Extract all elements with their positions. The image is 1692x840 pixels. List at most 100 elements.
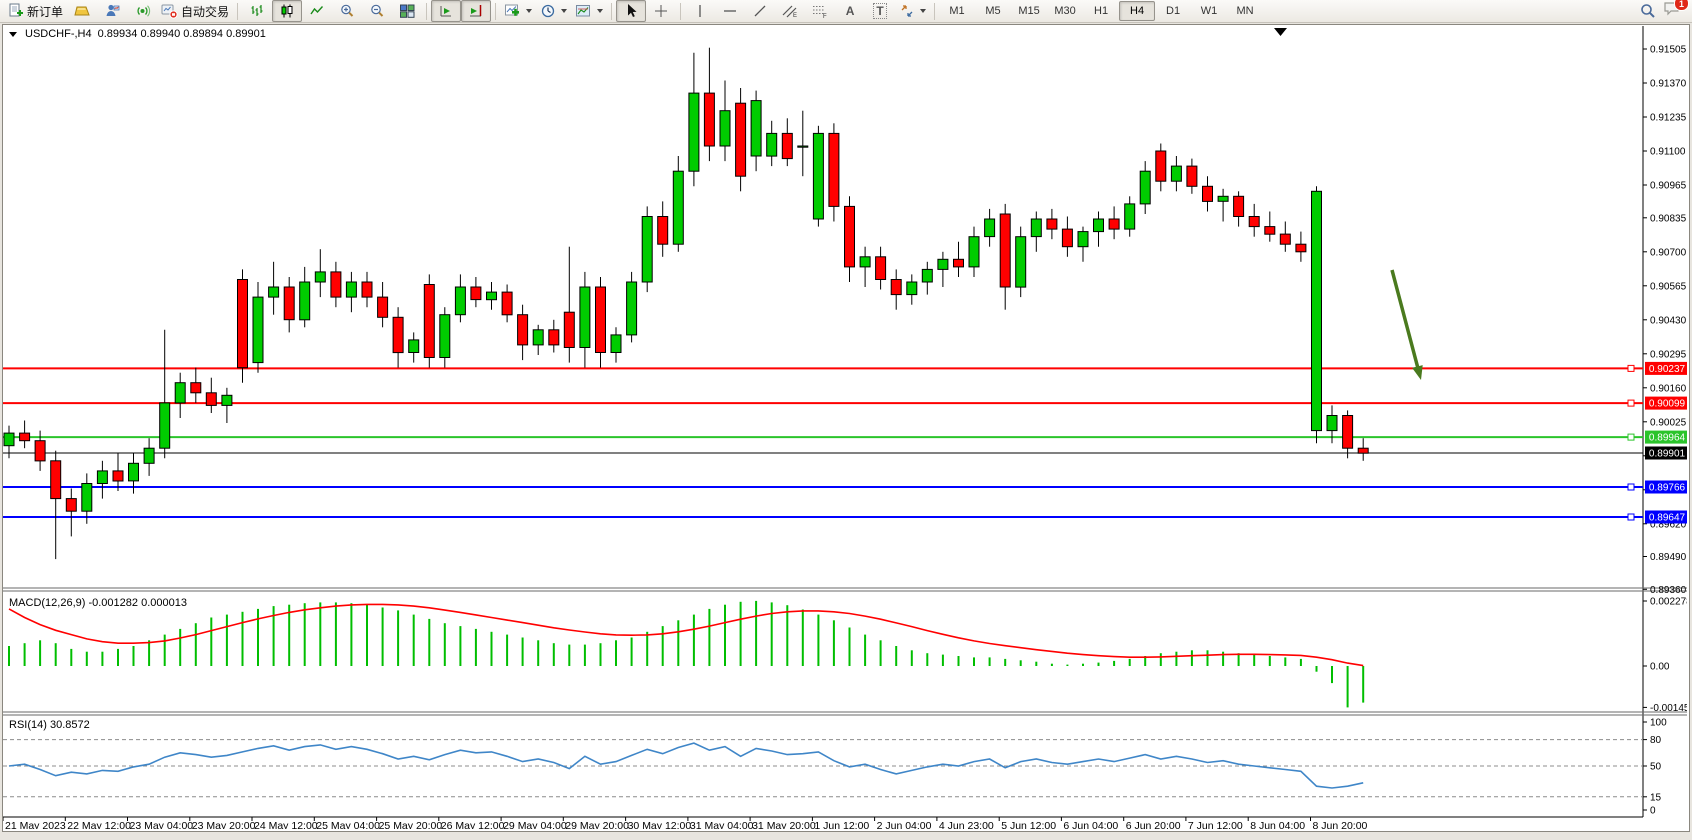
profiles-button[interactable] [67, 0, 97, 22]
equidistant-channel-icon: E [782, 5, 797, 19]
svg-text:0.89490: 0.89490 [1650, 552, 1687, 563]
crosshair-tool-button[interactable] [646, 0, 676, 22]
candle [1248, 216, 1260, 228]
trendline-icon [754, 5, 766, 17]
symbol-dropdown-icon[interactable] [9, 31, 17, 37]
channel-tool-button[interactable]: E [775, 0, 805, 22]
svg-text:0.89964: 0.89964 [1649, 433, 1686, 444]
line-chart-button[interactable] [302, 0, 332, 22]
notification-badge[interactable]: 1 [1674, 0, 1689, 11]
text-tool-label: A [845, 4, 855, 18]
candle [517, 314, 529, 346]
indicators-button[interactable] [500, 0, 536, 22]
timeframe-m1-button[interactable]: M1 [949, 5, 965, 17]
candle [408, 339, 420, 353]
templates-dropdown-caret[interactable] [597, 9, 604, 13]
timeframe-m15-button[interactable]: M15 [1018, 5, 1040, 17]
candlestick-chart-button[interactable] [272, 0, 303, 22]
timeframe-m5-button[interactable]: M5 [985, 5, 1001, 17]
bar-chart-button[interactable] [242, 0, 272, 22]
indicators-dropdown-caret[interactable] [526, 9, 533, 13]
rsi-axis[interactable]: 100 80 50 15 0 [1643, 718, 1667, 817]
trendline-tool-button[interactable] [745, 0, 775, 22]
vertical-line-tool-button[interactable] [685, 0, 715, 22]
timeframe-m30-button[interactable]: M30 [1054, 5, 1076, 17]
auto-scroll-icon [440, 6, 452, 17]
new-order-button[interactable]: 新订单 [4, 0, 67, 22]
sell-arrow-annotation[interactable] [1390, 269, 1423, 380]
svg-text:22 May 12:00: 22 May 12:00 [67, 820, 131, 829]
timeframe-d1-button[interactable]: D1 [1166, 5, 1181, 17]
tile-windows-button[interactable] [392, 0, 422, 22]
chart-shift-icon [470, 5, 482, 17]
candle [50, 460, 62, 500]
timeframe-mn-button[interactable]: MN [1236, 5, 1254, 17]
price-level-lines[interactable] [3, 364, 1643, 521]
candle [1030, 218, 1042, 238]
timeframe-w1-button[interactable]: W1 [1200, 5, 1218, 17]
vertical-line-icon [699, 5, 701, 17]
strategy-tester-button[interactable] [97, 0, 127, 22]
candle [314, 271, 326, 283]
svg-text:0.89901: 0.89901 [1649, 449, 1686, 460]
candle [221, 394, 233, 406]
toolbar-separator [680, 2, 682, 20]
candle [345, 281, 357, 298]
timeframe-h1-button[interactable]: H1 [1094, 5, 1109, 17]
candle [781, 132, 793, 160]
templates-button[interactable] [571, 0, 607, 22]
candle [672, 170, 684, 245]
chart-shift-marker[interactable] [1274, 28, 1287, 36]
candle [1046, 218, 1058, 230]
candle [999, 213, 1011, 288]
svg-text:50: 50 [1650, 762, 1662, 773]
auto-scroll-button[interactable] [431, 0, 462, 22]
toolbar-right: 1 [1639, 0, 1689, 22]
svg-text:0.90237: 0.90237 [1649, 364, 1686, 375]
zoom-out-button[interactable] [362, 0, 392, 22]
candle [454, 286, 466, 316]
zoom-in-icon [340, 4, 353, 17]
periods-button[interactable] [536, 0, 571, 22]
periods-dropdown-caret[interactable] [561, 9, 568, 13]
text-tool-button[interactable]: A [835, 0, 865, 22]
candle [968, 236, 980, 268]
crosshair-icon [655, 5, 668, 17]
arrows-tool-button[interactable] [895, 0, 930, 22]
svg-text:0.91235: 0.91235 [1650, 113, 1687, 124]
candle [470, 286, 482, 301]
chart-shift-button[interactable] [461, 0, 492, 22]
text-label-tool-button[interactable]: T [865, 0, 895, 22]
candle [750, 100, 762, 157]
autotrading-button[interactable]: 自动交易 [157, 0, 233, 22]
candle [252, 296, 264, 364]
candle [859, 256, 871, 268]
candle [844, 205, 855, 268]
toolbar-separator [611, 2, 613, 20]
candle [657, 216, 669, 245]
arrows-dropdown-caret[interactable] [920, 9, 927, 13]
cursor-tool-button[interactable] [616, 0, 647, 22]
candle [1326, 415, 1338, 432]
zoom-in-button[interactable] [332, 0, 362, 22]
svg-text:0.00: 0.00 [1650, 662, 1670, 673]
candle [361, 281, 373, 298]
candle [984, 218, 996, 238]
toolbar-separator [934, 2, 936, 20]
signals-button[interactable] [127, 0, 157, 22]
svg-text:0.90099: 0.90099 [1649, 399, 1686, 410]
candle [1061, 228, 1073, 248]
chart-canvas[interactable]: 0.91505 0.91370 0.91235 0.91100 0.90965 0.908… [2, 25, 1692, 832]
timeframe-h4-button[interactable]: H4 [1119, 1, 1156, 21]
svg-text:0.90700: 0.90700 [1650, 247, 1687, 258]
fibonacci-tool-button[interactable]: F [805, 0, 835, 22]
candle [688, 92, 700, 172]
chat-button[interactable]: 1 [1663, 0, 1689, 22]
search-icon[interactable] [1639, 2, 1657, 20]
svg-text:8 Jun 04:00: 8 Jun 04:00 [1250, 820, 1305, 829]
horizontal-line-tool-button[interactable] [715, 0, 745, 22]
